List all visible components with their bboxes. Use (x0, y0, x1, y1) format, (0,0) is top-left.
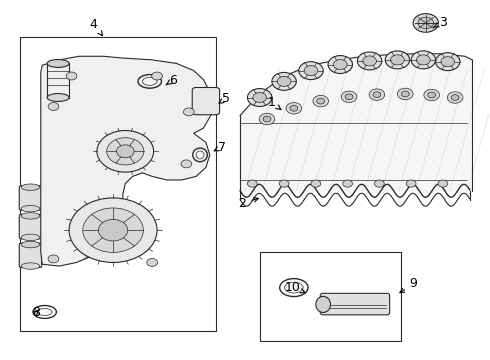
Text: 9: 9 (400, 278, 417, 293)
Circle shape (436, 53, 460, 71)
Circle shape (117, 145, 134, 158)
Circle shape (304, 66, 318, 76)
Text: 6: 6 (166, 74, 176, 87)
Circle shape (441, 57, 455, 67)
Circle shape (247, 180, 257, 187)
Circle shape (259, 113, 275, 125)
Circle shape (290, 105, 298, 111)
Ellipse shape (21, 263, 40, 269)
Circle shape (98, 220, 128, 241)
Circle shape (363, 56, 376, 66)
Ellipse shape (21, 184, 40, 190)
Circle shape (357, 52, 382, 70)
Ellipse shape (143, 77, 157, 85)
Ellipse shape (21, 241, 40, 248)
Circle shape (286, 103, 302, 114)
Circle shape (438, 180, 448, 187)
Circle shape (447, 92, 463, 103)
Circle shape (424, 89, 440, 101)
Circle shape (413, 14, 439, 32)
Circle shape (411, 51, 436, 69)
Ellipse shape (316, 296, 331, 312)
Circle shape (147, 258, 158, 266)
Ellipse shape (47, 59, 69, 67)
FancyBboxPatch shape (47, 63, 69, 98)
Polygon shape (41, 56, 211, 266)
Text: 5: 5 (219, 92, 230, 105)
Circle shape (299, 62, 323, 80)
Circle shape (397, 88, 413, 100)
Circle shape (391, 55, 404, 65)
Text: 1: 1 (268, 96, 281, 109)
Circle shape (247, 89, 272, 107)
Polygon shape (240, 54, 472, 191)
Circle shape (385, 51, 410, 69)
Circle shape (83, 208, 144, 252)
Circle shape (406, 180, 416, 187)
Circle shape (369, 89, 385, 100)
Bar (260, 252, 401, 341)
Circle shape (313, 95, 329, 107)
Circle shape (401, 91, 409, 97)
Circle shape (451, 95, 459, 100)
Ellipse shape (21, 234, 40, 240)
Text: 10: 10 (285, 281, 305, 294)
FancyBboxPatch shape (320, 293, 390, 315)
Text: 4: 4 (90, 18, 102, 36)
FancyBboxPatch shape (19, 186, 42, 210)
Circle shape (333, 59, 347, 69)
FancyBboxPatch shape (192, 87, 220, 115)
Circle shape (107, 138, 144, 165)
Circle shape (181, 160, 192, 168)
Circle shape (263, 116, 271, 122)
Circle shape (66, 72, 77, 80)
Circle shape (48, 103, 59, 111)
Circle shape (69, 198, 157, 262)
Circle shape (183, 108, 194, 116)
Circle shape (418, 17, 434, 29)
Ellipse shape (196, 151, 204, 159)
Text: 8: 8 (32, 306, 40, 319)
Circle shape (253, 93, 267, 103)
Circle shape (341, 91, 357, 103)
Text: 3: 3 (434, 16, 447, 29)
FancyBboxPatch shape (19, 215, 42, 239)
Circle shape (311, 180, 321, 187)
Circle shape (345, 94, 353, 100)
Circle shape (328, 55, 352, 73)
Circle shape (317, 98, 325, 104)
Circle shape (277, 76, 291, 86)
Circle shape (48, 255, 59, 263)
FancyBboxPatch shape (19, 243, 42, 267)
Circle shape (374, 180, 384, 187)
Ellipse shape (285, 282, 303, 293)
Ellipse shape (21, 206, 40, 212)
Text: 2: 2 (239, 197, 258, 210)
Circle shape (272, 72, 296, 90)
Circle shape (97, 131, 154, 172)
Bar (20, 37, 216, 330)
Circle shape (373, 92, 381, 98)
Circle shape (428, 92, 436, 98)
Circle shape (416, 55, 430, 65)
Circle shape (343, 180, 352, 187)
Ellipse shape (37, 309, 52, 316)
Ellipse shape (21, 213, 40, 219)
Circle shape (152, 72, 162, 80)
Ellipse shape (47, 94, 69, 102)
Circle shape (279, 180, 289, 187)
Text: 7: 7 (214, 140, 225, 153)
